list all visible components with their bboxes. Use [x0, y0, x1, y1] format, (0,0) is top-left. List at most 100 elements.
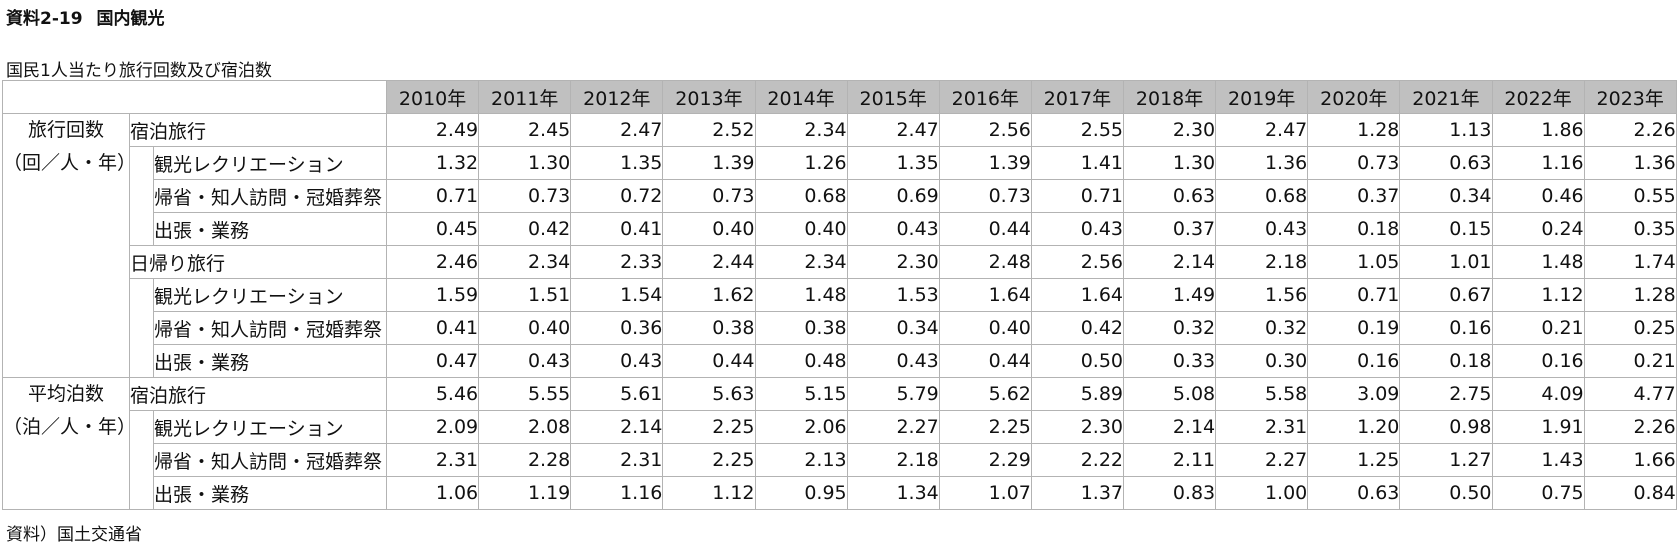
value-cell: 0.21	[1491, 311, 1585, 345]
value-cell: 5.08	[1123, 377, 1217, 411]
value-cell: 5.55	[478, 377, 572, 411]
value-cell: 1.16	[1491, 146, 1585, 180]
value-cell: 2.06	[754, 410, 848, 444]
header-corner	[1, 80, 388, 114]
value-cell: 5.58	[1215, 377, 1309, 411]
value-cell: 1.20	[1307, 410, 1401, 444]
table-row: 帰省・知人訪問・冠婚葬祭 0.41 0.40 0.36 0.38 0.38 0.34 0.40…	[3, 311, 1677, 345]
value-cell: 1.25	[1307, 443, 1401, 477]
value-cell: 1.91	[1491, 410, 1585, 444]
value-cell: 2.27	[1215, 443, 1309, 477]
value-cell: 0.40	[938, 311, 1032, 345]
value-cell: 0.24	[1491, 212, 1585, 246]
value-cell: 0.75	[1491, 476, 1585, 510]
item-label: 出張・業務	[152, 212, 388, 246]
table-row: 観光レクリエーション 1.32 1.30 1.35 1.39 1.26 1.35 1.39 1.…	[3, 146, 1677, 246]
value-cell: 2.75	[1399, 377, 1493, 411]
value-cell: 1.34	[846, 476, 940, 510]
value-cell: 2.47	[1215, 113, 1309, 147]
value-cell: 1.48	[1491, 245, 1585, 279]
value-cell: 1.39	[938, 146, 1032, 180]
value-cell: 5.89	[1030, 377, 1125, 411]
value-cell: 2.25	[662, 443, 756, 477]
year-header: 2017年	[1030, 80, 1125, 114]
value-cell: 2.14	[1123, 245, 1217, 279]
value-cell: 5.46	[386, 377, 480, 411]
value-cell: 1.30	[478, 146, 572, 180]
value-cell: 0.68	[754, 179, 848, 213]
value-cell: 1.66	[1583, 443, 1677, 477]
year-header: 2023年	[1583, 80, 1677, 114]
value-cell: 0.40	[754, 212, 848, 246]
document-title: 資料2-19 国内観光	[6, 4, 165, 29]
value-cell: 0.33	[1123, 344, 1217, 378]
value-cell: 0.18	[1399, 344, 1493, 378]
value-cell: 1.74	[1583, 245, 1677, 279]
value-cell: 2.14	[570, 410, 664, 444]
group-label-unit: （回／人・年）	[3, 152, 130, 174]
value-cell: 2.25	[662, 410, 756, 444]
value-cell: 0.48	[754, 344, 848, 378]
value-cell: 0.43	[1030, 212, 1125, 246]
year-header-row: 2010年 2011年 2012年 2013年 2014年 2015年 2016年 2017年…	[1, 80, 1677, 114]
value-cell: 2.14	[1123, 410, 1217, 444]
value-cell: 1.86	[1491, 113, 1585, 147]
item-label: 帰省・知人訪問・冠婚葬祭	[152, 179, 388, 213]
value-cell: 0.38	[662, 311, 756, 345]
value-cell: 2.47	[570, 113, 664, 147]
value-cell: 0.41	[570, 212, 664, 246]
year-header: 2020年	[1307, 80, 1401, 114]
item-label: 出張・業務	[152, 476, 388, 510]
value-cell: 0.15	[1399, 212, 1493, 246]
value-cell: 1.59	[386, 278, 480, 312]
value-cell: 5.62	[938, 377, 1032, 411]
value-cell: 2.30	[1123, 113, 1217, 147]
item-label: 出張・業務	[152, 344, 388, 378]
item-label: 帰省・知人訪問・冠婚葬祭	[152, 311, 388, 345]
value-cell: 1.54	[570, 278, 664, 312]
table-row: 旅行回数 （回／人・年） 宿泊旅行 2.49 2.45 2.47 2.52 2.34 2.47 2…	[2, 113, 1677, 378]
indent-spacer	[129, 146, 154, 246]
table-row: 平均泊数 （泊／人・年） 宿泊旅行 5.46 5.55 5.61 5.63 5.15 5.79 5…	[2, 377, 1677, 510]
value-cell: 2.31	[570, 443, 664, 477]
value-cell: 0.73	[1307, 146, 1401, 180]
value-cell: 0.18	[1307, 212, 1401, 246]
value-cell: 0.44	[938, 212, 1032, 246]
value-cell: 0.34	[846, 311, 940, 345]
table-row: 帰省・知人訪問・冠婚葬祭 2.31 2.28 2.31 2.25 2.13 2.18 2.29…	[3, 443, 1677, 477]
indent-spacer	[129, 410, 154, 510]
value-cell: 4.77	[1583, 377, 1677, 411]
value-cell: 1.64	[1030, 278, 1125, 312]
value-cell: 2.44	[662, 245, 756, 279]
value-cell: 3.09	[1307, 377, 1401, 411]
value-cell: 1.32	[386, 146, 480, 180]
value-cell: 1.00	[1215, 476, 1309, 510]
value-cell: 1.12	[1491, 278, 1585, 312]
value-cell: 0.73	[478, 179, 572, 213]
value-cell: 1.36	[1583, 146, 1677, 180]
value-cell: 0.50	[1399, 476, 1493, 510]
value-cell: 1.53	[846, 278, 940, 312]
value-cell: 0.19	[1307, 311, 1401, 345]
value-cell: 2.11	[1123, 443, 1217, 477]
value-cell: 1.12	[662, 476, 756, 510]
year-header: 2012年	[570, 80, 664, 114]
value-cell: 0.72	[570, 179, 664, 213]
value-cell: 0.16	[1491, 344, 1585, 378]
value-cell: 0.83	[1123, 476, 1217, 510]
value-cell: 0.42	[478, 212, 572, 246]
value-cell: 0.67	[1399, 278, 1493, 312]
value-cell: 0.38	[754, 311, 848, 345]
group-label: 平均泊数 （泊／人・年）	[2, 377, 130, 510]
value-cell: 2.34	[754, 113, 848, 147]
value-cell: 0.43	[478, 344, 572, 378]
value-cell: 0.73	[938, 179, 1032, 213]
value-cell: 1.07	[938, 476, 1032, 510]
value-cell: 2.25	[938, 410, 1032, 444]
value-cell: 2.22	[1030, 443, 1125, 477]
section-label: 宿泊旅行	[128, 377, 388, 411]
value-cell: 1.06	[386, 476, 480, 510]
value-cell: 2.31	[1215, 410, 1309, 444]
value-cell: 0.37	[1123, 212, 1217, 246]
value-cell: 0.63	[1399, 146, 1493, 180]
